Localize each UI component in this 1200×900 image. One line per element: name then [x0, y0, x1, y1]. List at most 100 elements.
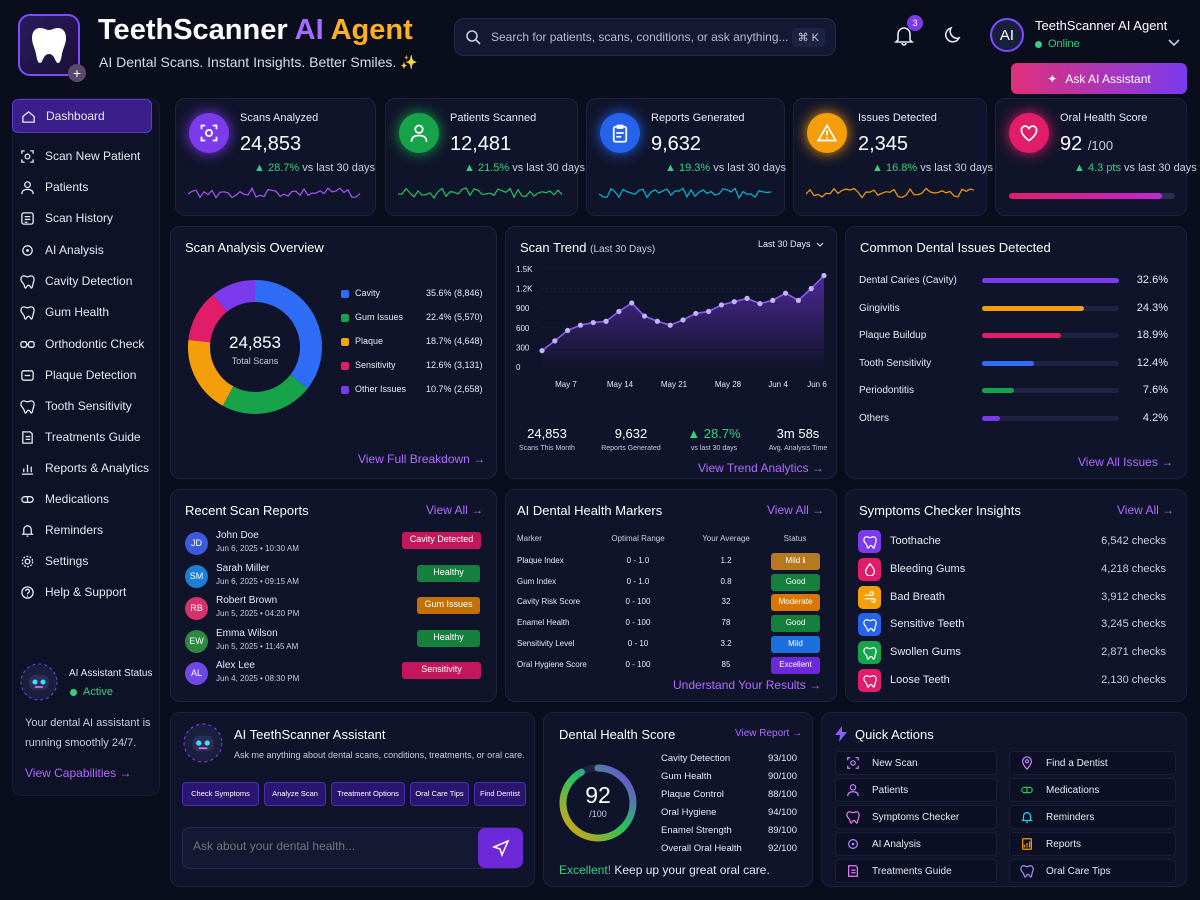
stat-value: 12,481 — [450, 133, 512, 155]
sidebar-item-settings[interactable]: Settings — [12, 547, 152, 575]
trend-point[interactable] — [757, 301, 763, 307]
view-all-issues-link[interactable]: View All Issues → — [1078, 455, 1174, 469]
search-input[interactable] — [491, 30, 792, 44]
patient-avatar[interactable]: EW — [185, 629, 208, 653]
trend-point[interactable] — [731, 299, 737, 305]
user-menu-chevron-icon[interactable] — [1168, 34, 1180, 52]
patient-name[interactable]: Robert Brown — [216, 595, 278, 606]
date-range-dropdown[interactable]: Last 30 Days — [758, 239, 824, 249]
view-report-link[interactable]: View Report → — [735, 728, 803, 739]
add-icon[interactable]: + — [68, 64, 86, 82]
sidebar-item-treatments-guide[interactable]: Treatments Guide — [12, 423, 152, 451]
quick-action-medications[interactable]: Medications — [1009, 778, 1176, 802]
symptom-label[interactable]: Bleeding Gums — [890, 562, 966, 575]
symptom-label[interactable]: Swollen Gums — [890, 646, 961, 659]
score-item-value: 88/100 — [767, 789, 797, 800]
trend-point[interactable] — [782, 290, 789, 296]
sidebar-item-reminders[interactable]: Reminders — [12, 516, 152, 544]
symptom-label[interactable]: Bad Breath — [890, 590, 946, 603]
trend-point[interactable] — [795, 297, 801, 303]
sidebar-item-medications[interactable]: Medications — [12, 485, 152, 513]
trend-point[interactable] — [654, 318, 660, 324]
trend-point[interactable] — [667, 322, 673, 328]
trend-point[interactable] — [539, 348, 545, 354]
quick-action-treatments-guide[interactable]: Treatments Guide — [835, 859, 997, 883]
sidebar-item-orthodontic-check[interactable]: Orthodontic Check — [12, 330, 152, 358]
view-full-breakdown-link[interactable]: View Full Breakdown → — [358, 452, 486, 466]
trend-point[interactable] — [552, 338, 558, 344]
donut-slice-plaque[interactable] — [188, 339, 234, 406]
user-avatar[interactable]: AI — [990, 18, 1024, 52]
send-button[interactable] — [478, 828, 523, 868]
patient-avatar[interactable]: AL — [185, 662, 208, 685]
y-tick-label: 300 — [516, 343, 530, 352]
view-capabilities-link[interactable]: View Capabilities → — [25, 766, 132, 780]
patient-avatar[interactable]: SM — [185, 564, 208, 588]
donut-center-label: Total Scans — [231, 356, 279, 366]
trend-point[interactable] — [565, 327, 571, 334]
recent-view-all-link[interactable]: View All → — [426, 503, 484, 517]
sidebar-item-gum-health[interactable]: Gum Health — [12, 298, 152, 326]
patient-name[interactable]: Alex Lee — [216, 660, 255, 671]
donut-slice-cavity[interactable] — [254, 280, 322, 389]
theme-toggle[interactable] — [944, 25, 964, 50]
donut-slice-other-issues[interactable] — [213, 280, 256, 313]
quick-action-reports[interactable]: Reports — [1009, 832, 1176, 856]
chip-analyze-scan[interactable]: Analyze Scan — [264, 782, 326, 806]
patient-name[interactable]: John Doe — [216, 530, 259, 541]
trend-point[interactable] — [680, 317, 686, 323]
symptom-label[interactable]: Loose Teeth — [890, 674, 950, 686]
search-bar[interactable]: ⌘ K — [454, 18, 836, 56]
sidebar-item-scan-history[interactable]: Scan History — [12, 204, 152, 232]
chip-find-dentist[interactable]: Find Dentist — [474, 782, 526, 806]
quick-action-reminders[interactable]: Reminders — [1009, 805, 1176, 829]
trend-point[interactable] — [590, 319, 596, 326]
symptom-label[interactable]: Sensitive Teeth — [890, 618, 965, 631]
quick-action-oral-care-tips[interactable]: Oral Care Tips — [1009, 859, 1176, 883]
donut-slice-gum-issues[interactable] — [222, 374, 308, 414]
ask-ai-assistant-button[interactable]: ✦ Ask AI Assistant — [1011, 63, 1187, 94]
trend-point[interactable] — [616, 308, 622, 315]
chip-treatment-options[interactable]: Treatment Options — [331, 782, 405, 806]
sidebar-item-scan-new-patient[interactable]: Scan New Patient — [12, 142, 152, 170]
sidebar-item-plaque-detection[interactable]: Plaque Detection — [12, 361, 152, 389]
chip-oral-care-tips[interactable]: Oral Care Tips — [410, 782, 469, 806]
symptoms-view-all-link[interactable]: View All → — [1117, 503, 1175, 517]
markers-view-all-link[interactable]: View All → — [767, 503, 825, 517]
patient-avatar[interactable]: JD — [185, 532, 208, 555]
sidebar-item-patients[interactable]: Patients — [12, 173, 152, 201]
trend-point[interactable] — [718, 302, 725, 308]
trend-point[interactable] — [808, 286, 814, 292]
quick-action-symptoms-checker[interactable]: Symptoms Checker — [835, 805, 997, 829]
sidebar-item-ai-analysis[interactable]: AI Analysis — [12, 236, 152, 264]
sidebar-item-help-support[interactable]: Help & Support — [12, 578, 152, 606]
trend-point[interactable] — [744, 295, 750, 301]
assistant-input[interactable] — [193, 839, 463, 853]
sidebar-item-cavity-detection[interactable]: Cavity Detection — [12, 267, 152, 295]
patient-avatar[interactable]: RB — [185, 597, 208, 620]
quick-action-find-a-dentist[interactable]: Find a Dentist — [1009, 751, 1176, 775]
quick-action-patients[interactable]: Patients — [835, 778, 997, 802]
sidebar-item-dashboard[interactable]: Dashboard — [12, 99, 152, 133]
trend-point[interactable] — [577, 322, 584, 328]
trend-point[interactable] — [770, 297, 776, 303]
sidebar-item-tooth-sensitivity[interactable]: Tooth Sensitivity — [12, 392, 152, 420]
understand-results-link[interactable]: Understand Your Results → — [673, 678, 822, 692]
chip-check-symptoms[interactable]: Check Symptoms — [182, 782, 259, 806]
quick-action-ai-analysis[interactable]: AI Analysis — [835, 832, 997, 856]
patient-name[interactable]: Sarah Miller — [216, 562, 270, 574]
trend-point[interactable] — [693, 310, 699, 317]
sidebar-item-reports-analytics[interactable]: Reports & Analytics — [12, 454, 152, 482]
symptom-label[interactable]: Toothache — [890, 535, 941, 547]
trend-point[interactable] — [821, 272, 827, 279]
trend-point[interactable] — [603, 318, 609, 324]
view-trend-analytics-link[interactable]: View Trend Analytics → — [698, 461, 824, 475]
patient-name[interactable]: Emma Wilson — [216, 627, 278, 639]
trend-point[interactable] — [629, 300, 635, 306]
issue-bar-fill — [982, 416, 1000, 421]
quick-action-new-scan[interactable]: New Scan — [835, 751, 997, 775]
trend-point[interactable] — [706, 308, 712, 315]
trend-point[interactable] — [641, 313, 648, 319]
notifications-button[interactable]: 3 — [893, 15, 923, 48]
donut-slice-sensitivity[interactable] — [188, 294, 228, 343]
